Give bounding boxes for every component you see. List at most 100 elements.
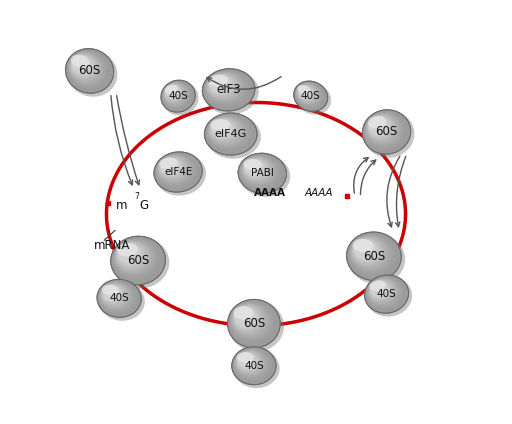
Ellipse shape — [243, 159, 268, 179]
Ellipse shape — [211, 120, 232, 137]
Ellipse shape — [370, 281, 388, 297]
Ellipse shape — [112, 237, 169, 288]
Ellipse shape — [208, 75, 228, 86]
Text: AAAA: AAAA — [254, 188, 286, 198]
Ellipse shape — [206, 115, 250, 150]
Ellipse shape — [368, 279, 396, 303]
Ellipse shape — [366, 277, 403, 309]
Ellipse shape — [99, 282, 134, 311]
Ellipse shape — [207, 74, 237, 98]
Text: 40S: 40S — [168, 91, 188, 101]
Ellipse shape — [233, 349, 270, 380]
Ellipse shape — [163, 82, 199, 115]
Text: 60S: 60S — [375, 126, 398, 139]
Ellipse shape — [238, 153, 287, 193]
Text: AAAA: AAAA — [305, 188, 333, 198]
Ellipse shape — [295, 83, 322, 106]
Ellipse shape — [363, 110, 409, 152]
Ellipse shape — [165, 84, 178, 94]
Ellipse shape — [163, 83, 188, 106]
Ellipse shape — [209, 75, 230, 92]
Ellipse shape — [232, 304, 265, 335]
Ellipse shape — [352, 237, 383, 265]
Ellipse shape — [207, 73, 240, 99]
Ellipse shape — [207, 116, 246, 147]
Ellipse shape — [204, 113, 257, 155]
Ellipse shape — [67, 50, 108, 88]
Ellipse shape — [210, 119, 237, 140]
Text: G: G — [139, 199, 148, 212]
Ellipse shape — [67, 50, 117, 97]
Ellipse shape — [206, 114, 252, 152]
Ellipse shape — [66, 49, 114, 93]
Ellipse shape — [296, 84, 317, 103]
Ellipse shape — [117, 243, 142, 265]
Ellipse shape — [296, 84, 319, 104]
Ellipse shape — [232, 305, 263, 332]
Ellipse shape — [100, 282, 132, 310]
Ellipse shape — [369, 279, 394, 301]
Ellipse shape — [118, 244, 140, 264]
Ellipse shape — [365, 276, 407, 312]
Ellipse shape — [369, 280, 386, 291]
Text: 40S: 40S — [301, 91, 321, 101]
Ellipse shape — [210, 119, 230, 131]
Ellipse shape — [237, 352, 258, 370]
Ellipse shape — [237, 352, 259, 371]
Ellipse shape — [209, 118, 239, 142]
Ellipse shape — [154, 152, 202, 192]
Ellipse shape — [163, 83, 186, 105]
Ellipse shape — [202, 69, 255, 111]
Ellipse shape — [295, 82, 324, 108]
Text: 60S: 60S — [243, 317, 265, 330]
Ellipse shape — [295, 83, 331, 114]
Ellipse shape — [244, 159, 266, 177]
Ellipse shape — [117, 243, 138, 257]
Ellipse shape — [99, 281, 136, 313]
Ellipse shape — [69, 52, 103, 84]
Ellipse shape — [159, 157, 184, 178]
Ellipse shape — [232, 347, 276, 385]
Ellipse shape — [70, 54, 97, 79]
Ellipse shape — [297, 85, 310, 94]
Ellipse shape — [100, 283, 130, 308]
Ellipse shape — [159, 156, 186, 179]
Ellipse shape — [113, 239, 156, 277]
Ellipse shape — [366, 114, 398, 144]
Ellipse shape — [97, 279, 141, 317]
Ellipse shape — [165, 85, 181, 100]
Ellipse shape — [243, 159, 262, 170]
Ellipse shape — [227, 299, 280, 348]
Ellipse shape — [354, 240, 376, 259]
Ellipse shape — [112, 237, 163, 283]
Ellipse shape — [229, 301, 273, 342]
Text: 60S: 60S — [363, 250, 385, 263]
Ellipse shape — [348, 233, 397, 276]
Ellipse shape — [229, 301, 284, 351]
Ellipse shape — [365, 112, 402, 147]
Ellipse shape — [98, 281, 145, 321]
Text: PABI: PABI — [251, 168, 274, 178]
Ellipse shape — [66, 49, 114, 93]
Ellipse shape — [232, 347, 276, 385]
Ellipse shape — [347, 233, 399, 279]
Ellipse shape — [294, 81, 326, 110]
Ellipse shape — [115, 240, 152, 273]
Ellipse shape — [239, 154, 285, 192]
Ellipse shape — [211, 119, 235, 139]
Ellipse shape — [297, 85, 315, 100]
Ellipse shape — [206, 114, 261, 159]
Ellipse shape — [115, 241, 150, 271]
Ellipse shape — [164, 84, 185, 103]
Ellipse shape — [367, 277, 401, 307]
Ellipse shape — [367, 278, 399, 306]
Ellipse shape — [245, 160, 264, 176]
Ellipse shape — [70, 53, 99, 81]
Ellipse shape — [203, 70, 253, 109]
Ellipse shape — [97, 279, 141, 317]
Ellipse shape — [160, 158, 180, 175]
Ellipse shape — [208, 117, 244, 145]
Ellipse shape — [362, 110, 411, 154]
Ellipse shape — [204, 70, 250, 108]
Ellipse shape — [69, 53, 101, 83]
